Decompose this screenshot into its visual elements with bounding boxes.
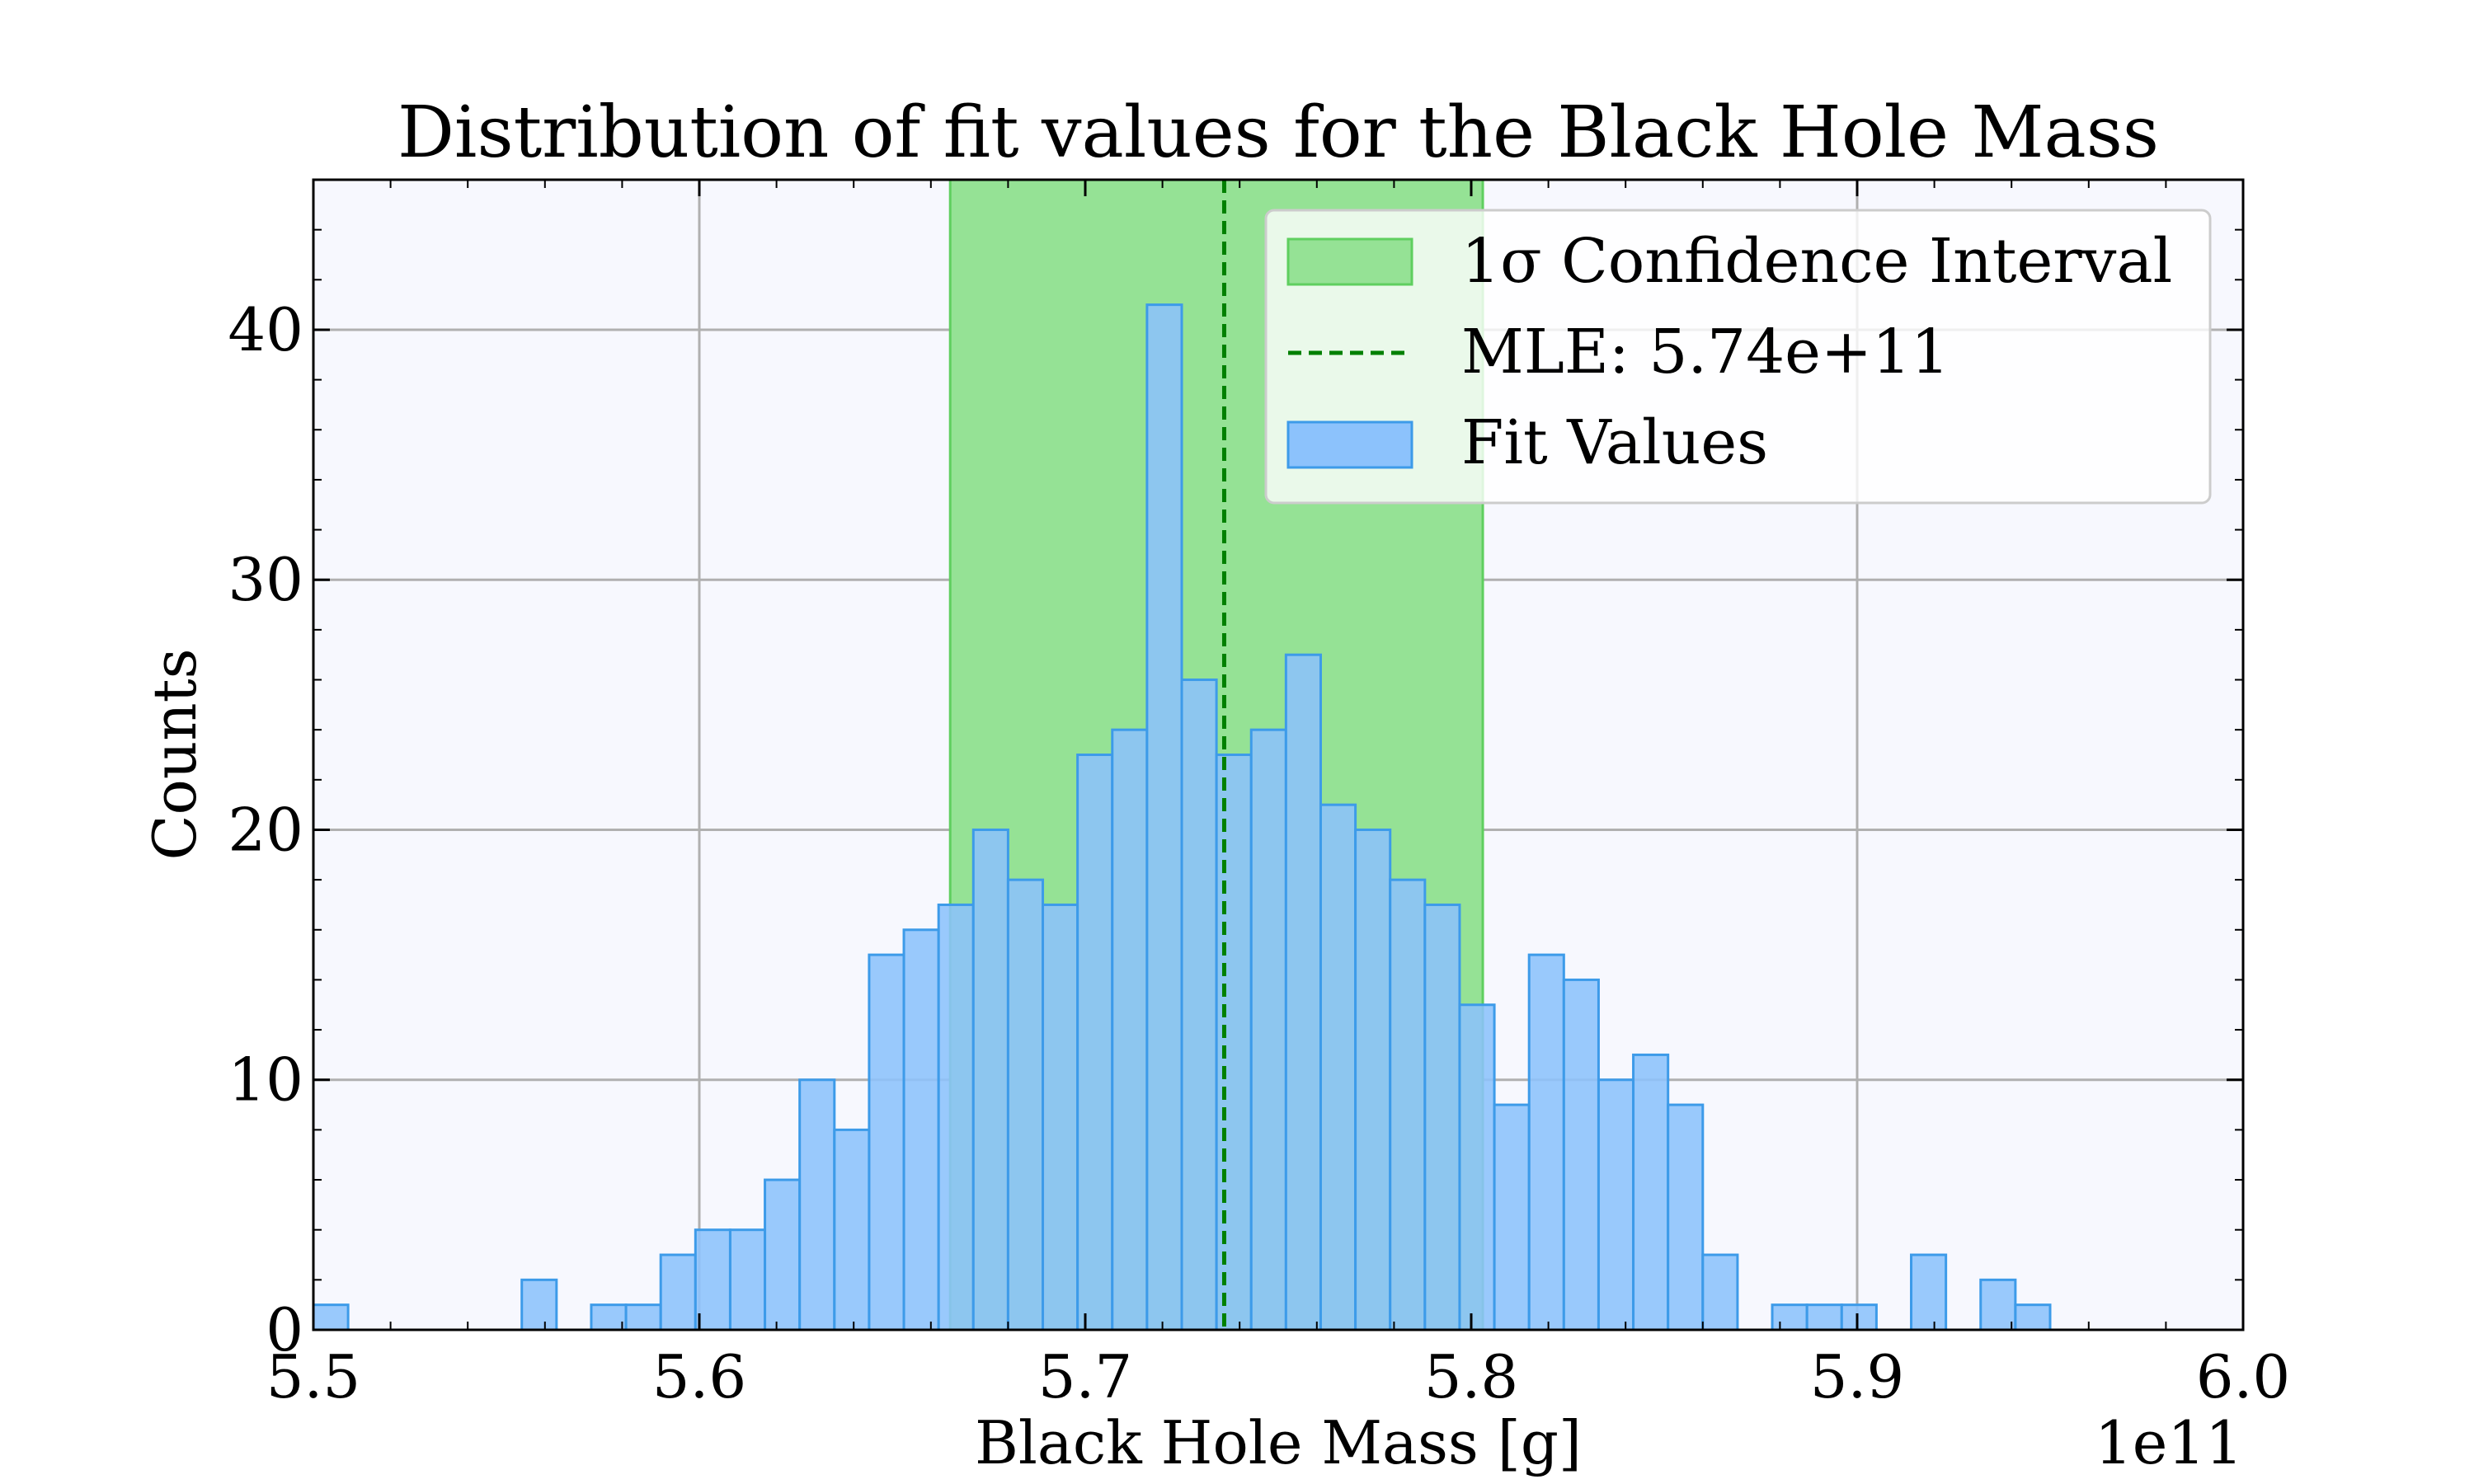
axis-ticks: 5.5 5.6 5.7 5.8 5.9 6.0 0 10 20 30 40	[228, 180, 2290, 1411]
histogram-bar	[1771, 1303, 1808, 1331]
histogram-bar	[1111, 728, 1149, 1331]
histogram-bar	[833, 1128, 871, 1331]
histogram-bar	[1562, 978, 1600, 1331]
chart-title: Distribution of fit values for the Black…	[397, 92, 2159, 174]
histogram-bar	[902, 928, 940, 1331]
histogram-bar	[1667, 1103, 1705, 1331]
histogram-bar	[1527, 953, 1565, 1331]
histogram-bar	[937, 903, 975, 1331]
histogram-bar	[1389, 878, 1427, 1331]
x-tick-label: 6.0	[2196, 1342, 2291, 1411]
histogram-bar	[1249, 728, 1287, 1331]
x-tick-label: 5.8	[1424, 1342, 1519, 1411]
legend-label-fit-values: Fit Values	[1461, 407, 1768, 478]
histogram-bar	[1076, 754, 1114, 1331]
histogram-bar	[1458, 1003, 1496, 1331]
histogram-bar	[1284, 653, 1322, 1331]
histogram-bar	[1145, 303, 1183, 1331]
y-tick-label: 20	[228, 795, 303, 864]
x-tick-label: 5.9	[1810, 1342, 1905, 1411]
histogram-bar	[868, 953, 905, 1331]
histogram-bar	[1493, 1103, 1531, 1331]
histogram-bar	[1632, 1053, 1670, 1331]
histogram-bars	[312, 303, 2052, 1331]
y-tick-label: 0	[266, 1295, 303, 1364]
histogram-bar	[312, 1303, 350, 1331]
plot-frame	[312, 178, 2245, 1331]
x-offset-label: 1e11	[2095, 1408, 2243, 1477]
histogram-bar	[694, 1228, 731, 1331]
legend-swatch-confidence-interval	[1286, 237, 1413, 286]
histogram-bar	[624, 1303, 662, 1331]
histogram-bar	[1910, 1253, 1948, 1331]
x-tick-label: 5.6	[652, 1342, 747, 1411]
histogram-bar	[971, 828, 1009, 1331]
histogram-bar	[764, 1178, 802, 1331]
legend: 1σ Confidence Interval MLE: 5.74e+11 Fit…	[1264, 209, 2212, 505]
histogram-bar	[1597, 1078, 1635, 1331]
histogram-bar	[1215, 754, 1253, 1331]
y-tick-label: 30	[228, 545, 303, 614]
x-tick-label: 5.7	[1038, 1342, 1133, 1411]
histogram-bar	[1423, 903, 1461, 1331]
histogram-bar	[728, 1228, 767, 1331]
histogram-bar	[1840, 1303, 1878, 1331]
x-axis-label: Black Hole Mass [g]	[975, 1408, 1582, 1477]
histogram-bar	[1180, 679, 1218, 1331]
legend-frame	[1264, 209, 2212, 505]
histogram-bar	[798, 1078, 836, 1331]
histogram-bar	[1006, 878, 1045, 1331]
histogram-bar	[1805, 1303, 1843, 1331]
y-tick-label: 40	[228, 295, 303, 364]
x-tick-label: 5.5	[266, 1342, 361, 1411]
histogram-bar	[2014, 1303, 2052, 1331]
histogram-bar	[1354, 828, 1392, 1331]
histogram-bar	[1042, 903, 1079, 1331]
histogram-bar	[659, 1253, 697, 1331]
histogram-bar	[520, 1278, 558, 1331]
y-axis-label: Counts	[140, 648, 209, 860]
histogram-bar	[1701, 1253, 1739, 1331]
histogram-bar	[1979, 1278, 2017, 1331]
legend-label-confidence-interval: 1σ Confidence Interval	[1461, 226, 2172, 297]
legend-swatch-fit-values	[1286, 420, 1413, 469]
histogram-bar	[590, 1303, 628, 1331]
histogram-bar	[1319, 803, 1357, 1331]
legend-label-mle: MLE: 5.74e+11	[1461, 317, 1950, 387]
y-tick-label: 10	[228, 1045, 303, 1115]
